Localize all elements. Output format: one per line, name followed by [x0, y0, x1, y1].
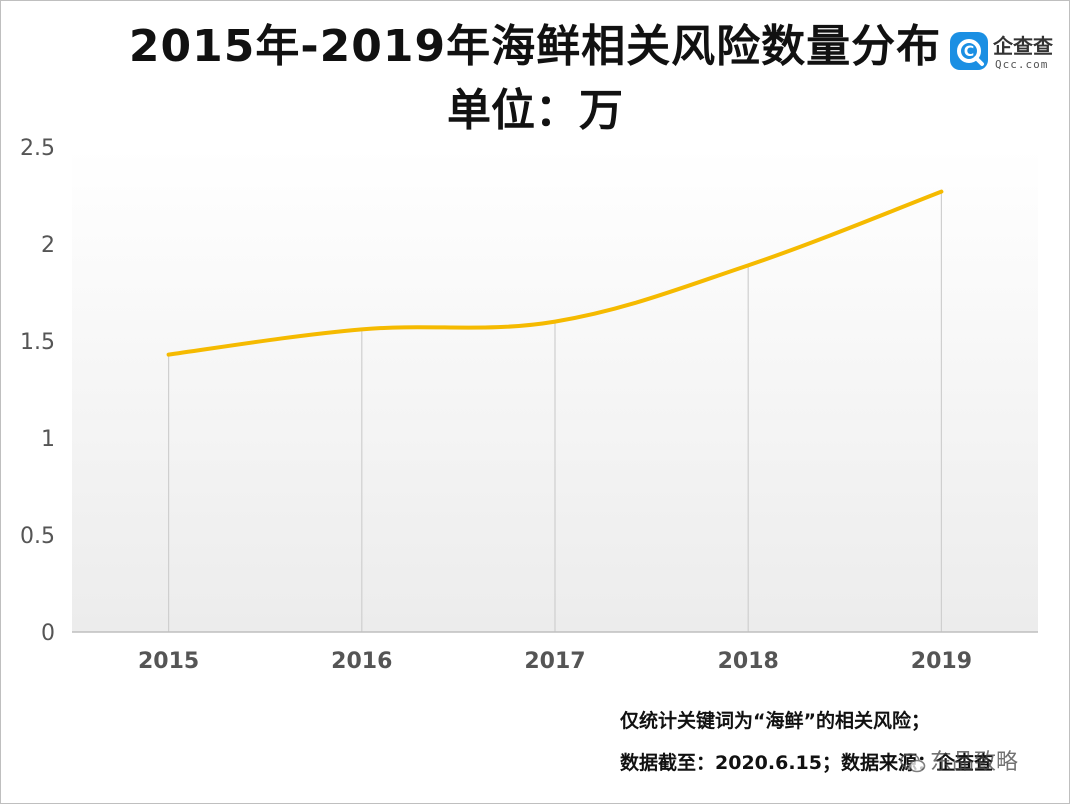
y-tick-label: 1.5 — [20, 330, 55, 355]
footnote-scope: 仅统计关键词为“海鲜”的相关风险； — [620, 710, 930, 732]
x-tick-label: 2016 — [331, 649, 392, 674]
logo-name: 企查查 — [993, 34, 1053, 58]
y-tick-label: 0.5 — [20, 524, 55, 549]
y-tick-label: 2.5 — [20, 136, 55, 161]
watermark: 东品致略 — [900, 744, 1018, 776]
x-tick-label: 2015 — [138, 649, 199, 674]
x-tick-label: 2018 — [718, 649, 779, 674]
series-line — [166, 189, 944, 357]
footnote-source: 数据截至：2020.6.15；数据来源：企查查 — [620, 752, 993, 774]
y-tick-label: 0 — [41, 621, 55, 646]
qcc-logo-icon: C — [950, 32, 988, 70]
wechat-icon — [900, 752, 926, 774]
svg-text:C: C — [964, 44, 974, 60]
brand-logo: C 企查查 Qcc.com — [950, 30, 1065, 74]
y-tick-label: 1 — [41, 427, 55, 452]
watermark-text: 东品致略 — [930, 750, 1019, 775]
logo-url: Qcc.com — [995, 58, 1049, 71]
x-tick-label: 2019 — [911, 649, 972, 674]
chart-subtitle: 单位：万 — [447, 85, 623, 136]
x-tick-label: 2017 — [524, 649, 585, 674]
y-tick-label: 2 — [41, 233, 55, 258]
chart-title: 2015年-2019年海鲜相关风险数量分布 — [128, 21, 942, 72]
